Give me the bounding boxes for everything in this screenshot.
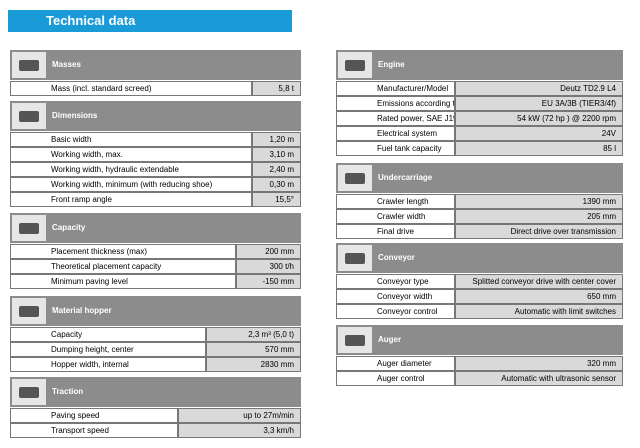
row-value: Deutz TD2.9 L4 bbox=[455, 81, 623, 96]
row-label: Transport speed bbox=[10, 423, 178, 438]
section-header: Masses bbox=[10, 50, 301, 80]
section-header: Undercarriage bbox=[336, 163, 623, 193]
section-header: Conveyor bbox=[336, 243, 623, 273]
row-label: Conveyor control bbox=[336, 304, 455, 319]
row-value: Direct drive over transmission bbox=[455, 224, 623, 239]
section-header: Engine bbox=[336, 50, 623, 80]
section-header: Auger bbox=[336, 325, 623, 355]
section-header: Material hopper bbox=[10, 296, 301, 326]
row-value: 2830 mm bbox=[206, 357, 301, 372]
row-value: 2,40 m bbox=[252, 162, 301, 177]
row-label: Mass (incl. standard screed) bbox=[10, 81, 252, 96]
row-value: 300 t/h bbox=[236, 259, 301, 274]
page-title: Technical data bbox=[8, 10, 292, 32]
row-label: Crawler width bbox=[336, 209, 455, 224]
row-value: EU 3A/3B (TIER3/4f) bbox=[455, 96, 623, 111]
section-icon bbox=[338, 165, 372, 191]
row-value: 3,10 m bbox=[252, 147, 301, 162]
row-value: up to 27m/min bbox=[178, 408, 301, 423]
row-value: 85 l bbox=[455, 141, 623, 156]
row-label: Paving speed bbox=[10, 408, 178, 423]
row-label: Placement thickness (max) bbox=[10, 244, 236, 259]
row-value: 205 mm bbox=[455, 209, 623, 224]
row-label: Conveyor width bbox=[336, 289, 455, 304]
row-label: Hopper width, internal bbox=[10, 357, 206, 372]
row-label: Minimum paving level bbox=[10, 274, 236, 289]
row-value: 24V bbox=[455, 126, 623, 141]
row-label: Electrical system bbox=[336, 126, 455, 141]
row-label: Rated power, SAE J1995 bbox=[336, 111, 455, 126]
row-value: Automatic with limit switches bbox=[455, 304, 623, 319]
row-label: Working width, max. bbox=[10, 147, 252, 162]
section-header: Traction bbox=[10, 377, 301, 407]
row-label: Capacity bbox=[10, 327, 206, 342]
section-icon bbox=[338, 52, 372, 78]
row-label: Final drive bbox=[336, 224, 455, 239]
row-value: Automatic with ultrasonic sensor bbox=[455, 371, 623, 386]
row-value: 320 mm bbox=[455, 356, 623, 371]
row-label: Fuel tank capacity bbox=[336, 141, 455, 156]
row-label: Working width, hydraulic extendable bbox=[10, 162, 252, 177]
row-value: 1390 mm bbox=[455, 194, 623, 209]
section-icon bbox=[338, 327, 372, 353]
section-icon bbox=[338, 245, 372, 271]
row-value: 2,3 m³ (5,0 t) bbox=[206, 327, 301, 342]
section-header: Capacity bbox=[10, 213, 301, 243]
row-label: Auger control bbox=[336, 371, 455, 386]
row-value: -150 mm bbox=[236, 274, 301, 289]
section-icon bbox=[12, 379, 46, 405]
row-value: 1,20 m bbox=[252, 132, 301, 147]
row-label: Front ramp angle bbox=[10, 192, 252, 207]
row-label: Crawler length bbox=[336, 194, 455, 209]
row-value: 54 kW (72 hp ) @ 2200 rpm bbox=[455, 111, 623, 126]
row-label: Manufacturer/Model bbox=[336, 81, 455, 96]
row-label: Working width, minimum (with reducing sh… bbox=[10, 177, 252, 192]
section-icon bbox=[12, 103, 46, 129]
row-label: Basic width bbox=[10, 132, 252, 147]
row-label: Dumping height, center bbox=[10, 342, 206, 357]
section-icon bbox=[12, 215, 46, 241]
section-header: Dimensions bbox=[10, 101, 301, 131]
row-value: 570 mm bbox=[206, 342, 301, 357]
row-label: Conveyor type bbox=[336, 274, 455, 289]
row-label: Emissions according to bbox=[336, 96, 455, 111]
section-icon bbox=[12, 52, 46, 78]
row-value: 15,5° bbox=[252, 192, 301, 207]
row-label: Theoretical placement capacity bbox=[10, 259, 236, 274]
row-value: 200 mm bbox=[236, 244, 301, 259]
row-value: 650 mm bbox=[455, 289, 623, 304]
row-label: Auger diameter bbox=[336, 356, 455, 371]
section-icon bbox=[12, 298, 46, 324]
row-value: Splitted conveyor drive with center cove… bbox=[455, 274, 623, 289]
row-value: 0,30 m bbox=[252, 177, 301, 192]
row-value: 5,8 t bbox=[252, 81, 301, 96]
row-value: 3,3 km/h bbox=[178, 423, 301, 438]
